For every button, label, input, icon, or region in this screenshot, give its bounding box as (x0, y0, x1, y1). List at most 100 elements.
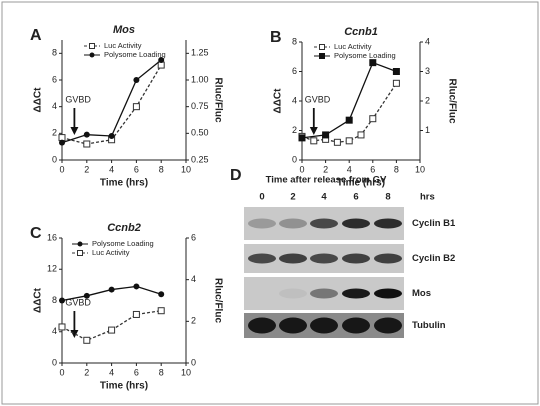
x-tick-label: 10 (181, 367, 191, 377)
y2-axis-label: Rluc/Fluc (212, 278, 223, 323)
legend-label: Luc Activity (334, 42, 372, 51)
blot-header: Time after release from GV (266, 175, 387, 186)
blot-unit: hrs (420, 192, 435, 203)
y2-tick-label: 4 (425, 36, 430, 46)
annotation: GVBD (305, 94, 331, 104)
y2-tick-label: 1 (425, 125, 430, 135)
y-axis-label: ΔΔCt (33, 287, 44, 313)
blot-band (248, 317, 276, 334)
blot-band (374, 253, 402, 264)
y-tick-label: 16 (47, 232, 57, 242)
x-tick-label: 10 (415, 164, 425, 174)
y-tick-label: 8 (292, 36, 297, 46)
y-tick-label: 6 (292, 66, 297, 76)
x-tick-label: 6 (370, 164, 375, 174)
point (158, 57, 165, 63)
y-axis-label: ΔΔCt (33, 87, 44, 113)
y-tick-label: 4 (52, 326, 57, 336)
legend-label: Luc Activity (104, 41, 142, 50)
x-axis-label: Time (hrs) (100, 178, 148, 189)
x-tick-label: 4 (347, 164, 352, 174)
point (132, 310, 140, 318)
legend-marker (77, 241, 83, 247)
y2-tick-label: 1.25 (191, 48, 209, 58)
point (108, 326, 116, 334)
blot-band (310, 288, 338, 299)
x-tick-label: 0 (59, 367, 64, 377)
y2-tick-label: 0 (191, 357, 196, 367)
point (133, 283, 140, 290)
blot-band (342, 317, 370, 334)
y-tick-label: 2 (292, 125, 297, 135)
y2-tick-label: 2 (425, 95, 430, 105)
blot-band (279, 253, 307, 264)
y2-tick-label: 1.00 (191, 74, 209, 84)
legend-marker (89, 43, 95, 49)
x-tick-label: 4 (109, 367, 114, 377)
y2-tick-label: 0.75 (191, 101, 209, 111)
x-tick-label: 6 (134, 367, 139, 377)
x-tick-label: 0 (299, 164, 304, 174)
blot-band (310, 218, 338, 229)
point (83, 336, 91, 344)
lane-label: 6 (353, 192, 358, 203)
legend-label: Polysome Loading (92, 239, 154, 248)
panel-letter: C (30, 225, 42, 242)
y-tick-label: 0 (292, 154, 297, 164)
point (59, 139, 65, 146)
panel-letter: D (230, 167, 242, 184)
row-label: Cyclin B2 (412, 253, 455, 264)
x-tick-label: 10 (181, 164, 191, 174)
blot-band (279, 218, 307, 229)
y-tick-label: 12 (47, 264, 57, 274)
point (298, 134, 306, 142)
point (333, 138, 341, 146)
y2-axis-label: Rluc/Fluc (212, 77, 223, 122)
series-line (61, 310, 162, 342)
point (357, 131, 365, 139)
legend-marker (77, 250, 83, 256)
chart-title: Mos (113, 24, 135, 36)
legend-label: Polysome Loading (104, 50, 166, 59)
lane-label: 2 (290, 192, 295, 203)
blot-band (374, 317, 402, 334)
y-tick-label: 8 (52, 295, 57, 305)
lane-label: 0 (259, 192, 264, 203)
y-tick-label: 2 (52, 128, 57, 138)
y-tick-label: 0 (52, 357, 57, 367)
x-axis-label: Time (hrs) (100, 381, 148, 392)
row-label: Tubulin (412, 320, 446, 331)
blot-band (248, 218, 276, 229)
x-tick-label: 4 (109, 164, 114, 174)
point (59, 297, 65, 304)
panel-letter: B (270, 29, 282, 46)
point (392, 79, 400, 87)
x-tick-label: 2 (84, 367, 89, 377)
point (58, 323, 66, 331)
y2-tick-label: 2 (191, 316, 196, 326)
point (133, 77, 140, 83)
blot-band (310, 317, 338, 334)
panel-letter: A (30, 27, 42, 44)
blot-band (342, 288, 370, 299)
legend-marker (319, 53, 325, 59)
y-tick-label: 4 (52, 101, 57, 111)
blot-band (310, 253, 338, 264)
y-tick-label: 8 (52, 48, 57, 58)
point (132, 103, 140, 111)
x-axis-label: Time (hrs) (337, 178, 385, 189)
point (345, 137, 353, 145)
blot-band (279, 317, 307, 334)
y-axis-label: ΔΔCt (273, 88, 284, 114)
x-tick-label: 8 (394, 164, 399, 174)
annotation-arrowhead (70, 127, 79, 135)
point (345, 116, 353, 124)
y-tick-label: 0 (52, 154, 57, 164)
x-tick-label: 8 (159, 367, 164, 377)
point (369, 115, 377, 123)
chart-title: Ccnb1 (344, 26, 378, 38)
blot-band (342, 218, 370, 229)
y-tick-label: 6 (52, 74, 57, 84)
y2-tick-label: 6 (191, 232, 196, 242)
